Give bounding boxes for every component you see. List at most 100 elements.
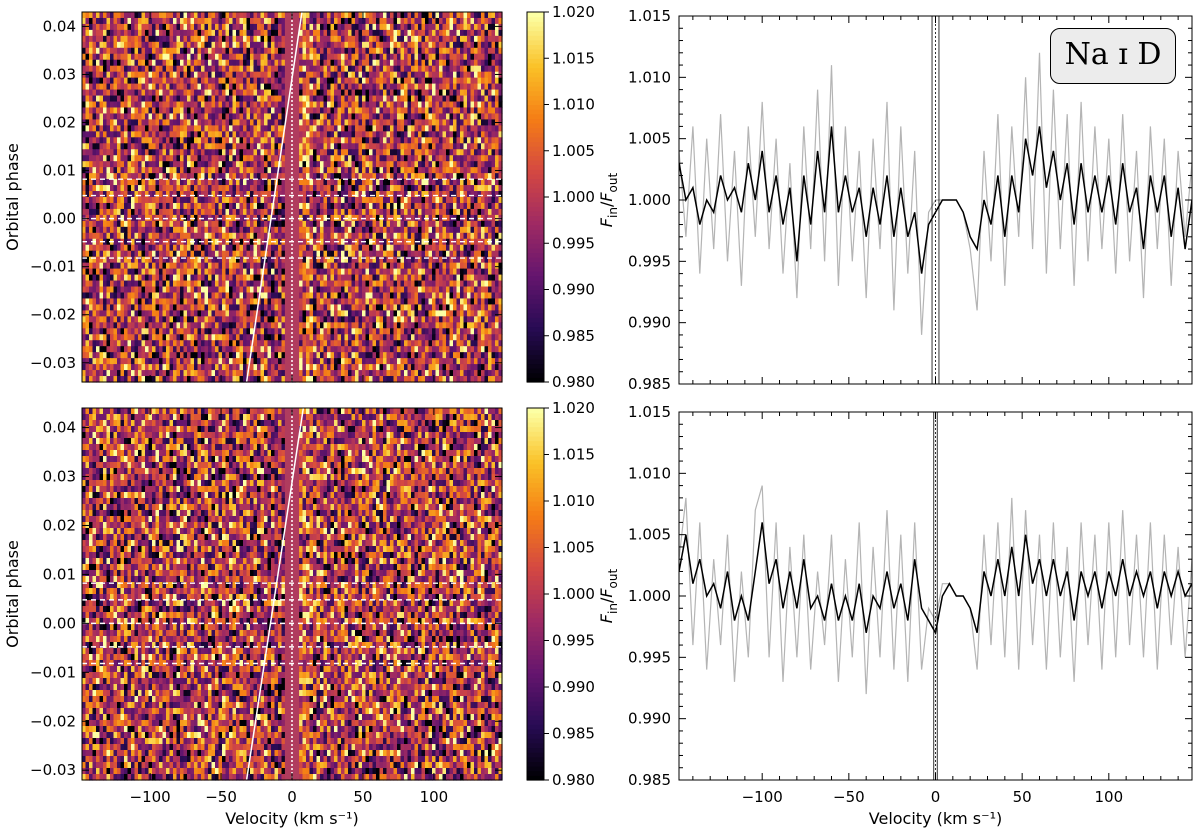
colorbar-step — [527, 363, 544, 369]
y-tick-label: 1.005 — [628, 130, 671, 148]
x-tick-label: 50 — [353, 788, 372, 806]
colorbar-step — [527, 53, 544, 59]
colorbar-step — [527, 354, 544, 360]
colorbar-step — [527, 123, 544, 129]
colorbar-step — [527, 21, 544, 27]
colorbar-step — [527, 719, 544, 725]
colorbar-step — [527, 335, 544, 341]
colorbar-step — [527, 524, 544, 530]
colorbar-step — [527, 35, 544, 41]
colorbar-step — [527, 252, 544, 258]
spectrum-panel-2: 0.985 0.990 0.995 1.000 1.005 1.010 1.015 Fin/F… — [597, 7, 1193, 393]
colorbar-step — [527, 173, 544, 180]
colorbar-step — [527, 408, 544, 414]
colorbar-step — [527, 224, 544, 230]
colorbar-step — [527, 463, 544, 470]
y-tick-label: 0.01 — [43, 565, 76, 583]
colorbar-step — [527, 626, 544, 632]
colorbar-step — [527, 412, 544, 418]
colorbar-step — [527, 673, 544, 679]
colorbar-step — [527, 192, 544, 198]
colorbar-step — [527, 770, 544, 776]
colorbar-step — [527, 118, 544, 124]
colorbar-step — [527, 372, 544, 378]
colorbar-step — [527, 229, 544, 235]
y-tick-label: 0.01 — [43, 162, 76, 180]
colorbar-step — [527, 454, 544, 460]
x-tick-label: 50 — [1013, 788, 1032, 806]
y-axis-label: Orbital phase — [3, 143, 22, 251]
colorbar-step — [527, 700, 544, 707]
colorbar-step — [527, 533, 544, 539]
y-tick-label: −0.01 — [30, 663, 76, 681]
colorbar-tick-label: 0.995 — [552, 234, 595, 252]
colorbar-step — [527, 528, 544, 535]
y-axis-label: Orbital phase — [3, 540, 22, 648]
colorbar-tick-label: 0.980 — [552, 373, 595, 391]
colorbar-step — [527, 358, 544, 365]
colorbar-step — [527, 677, 544, 683]
plot-area — [679, 412, 1192, 780]
colorbar-step — [527, 733, 544, 739]
colorbar-step — [527, 109, 544, 115]
colorbar-step — [527, 584, 544, 590]
colorbar-step — [527, 552, 544, 558]
y-tick-label: −0.03 — [30, 354, 76, 372]
colorbar-tick-label: 0.985 — [552, 327, 595, 345]
colorbar-step — [527, 90, 544, 96]
species-label: Na ɪ D — [1064, 37, 1162, 72]
x-tick-label: −100 — [742, 788, 783, 806]
colorbar-step — [527, 556, 544, 563]
colorbar-tick-label: 0.985 — [552, 725, 595, 743]
colorbar-step — [527, 368, 544, 374]
colorbar-step — [527, 289, 544, 295]
colorbar-tick-label: 1.015 — [552, 446, 595, 464]
colorbar-tick-label: 1.015 — [552, 49, 595, 67]
species-label-box: Na ɪ D — [1050, 28, 1176, 84]
colorbar-step — [527, 645, 544, 651]
y-tick-label: 0.990 — [628, 314, 671, 332]
colorbar-step — [527, 303, 544, 309]
colorbar-step — [527, 431, 544, 437]
colorbar-step — [527, 76, 544, 82]
colorbar-step — [527, 496, 544, 502]
plot-area — [679, 16, 1192, 384]
y-tick-label: 1.000 — [628, 587, 671, 605]
colorbar-step — [527, 435, 544, 442]
colorbar-step — [527, 547, 544, 553]
y-tick-label: −0.01 — [30, 258, 76, 276]
colorbar-step — [527, 95, 544, 101]
y-tick-label: −0.03 — [30, 761, 76, 779]
colorbar-step — [527, 640, 544, 646]
planet-trail — [245, 407, 305, 781]
spectrum-panel-4: −100 −50 0 50 100 0.985 0.990 0.995 1.000 1.005 1.… — [597, 403, 1193, 828]
y-tick-label: 0.985 — [628, 771, 671, 789]
colorbar-step — [527, 445, 544, 451]
colorbar-tick-label: 0.990 — [552, 281, 595, 299]
y-tick-label: 0.995 — [628, 648, 671, 666]
colorbar-step — [527, 724, 544, 730]
colorbar-step — [527, 16, 544, 22]
colorbar-step — [527, 714, 544, 721]
x-axis-label: Velocity (km s⁻¹) — [869, 809, 1002, 828]
colorbar-step — [527, 150, 544, 156]
colorbar-step — [527, 113, 544, 119]
colorbar-step — [527, 86, 544, 92]
colorbar-step — [527, 271, 544, 277]
colorbar-tick-label: 1.000 — [552, 585, 595, 603]
colorbar-step — [527, 257, 544, 263]
y-tick-label: 1.015 — [628, 403, 671, 421]
colorbar-step — [527, 631, 544, 637]
colorbar-step — [527, 127, 544, 133]
heatmap-cells — [82, 12, 503, 383]
x-tick-label: −50 — [833, 788, 865, 806]
colorbar-step — [527, 243, 544, 249]
heatmap-cells — [82, 408, 503, 781]
y-tick-label: 1.000 — [628, 191, 671, 209]
colorbar-step — [527, 756, 544, 762]
y-tick-label: 0.02 — [43, 114, 76, 132]
y-tick-label: −0.02 — [30, 306, 76, 324]
colorbar-step — [527, 345, 544, 351]
colorbar-step — [527, 440, 544, 446]
colorbar-step — [527, 377, 544, 383]
